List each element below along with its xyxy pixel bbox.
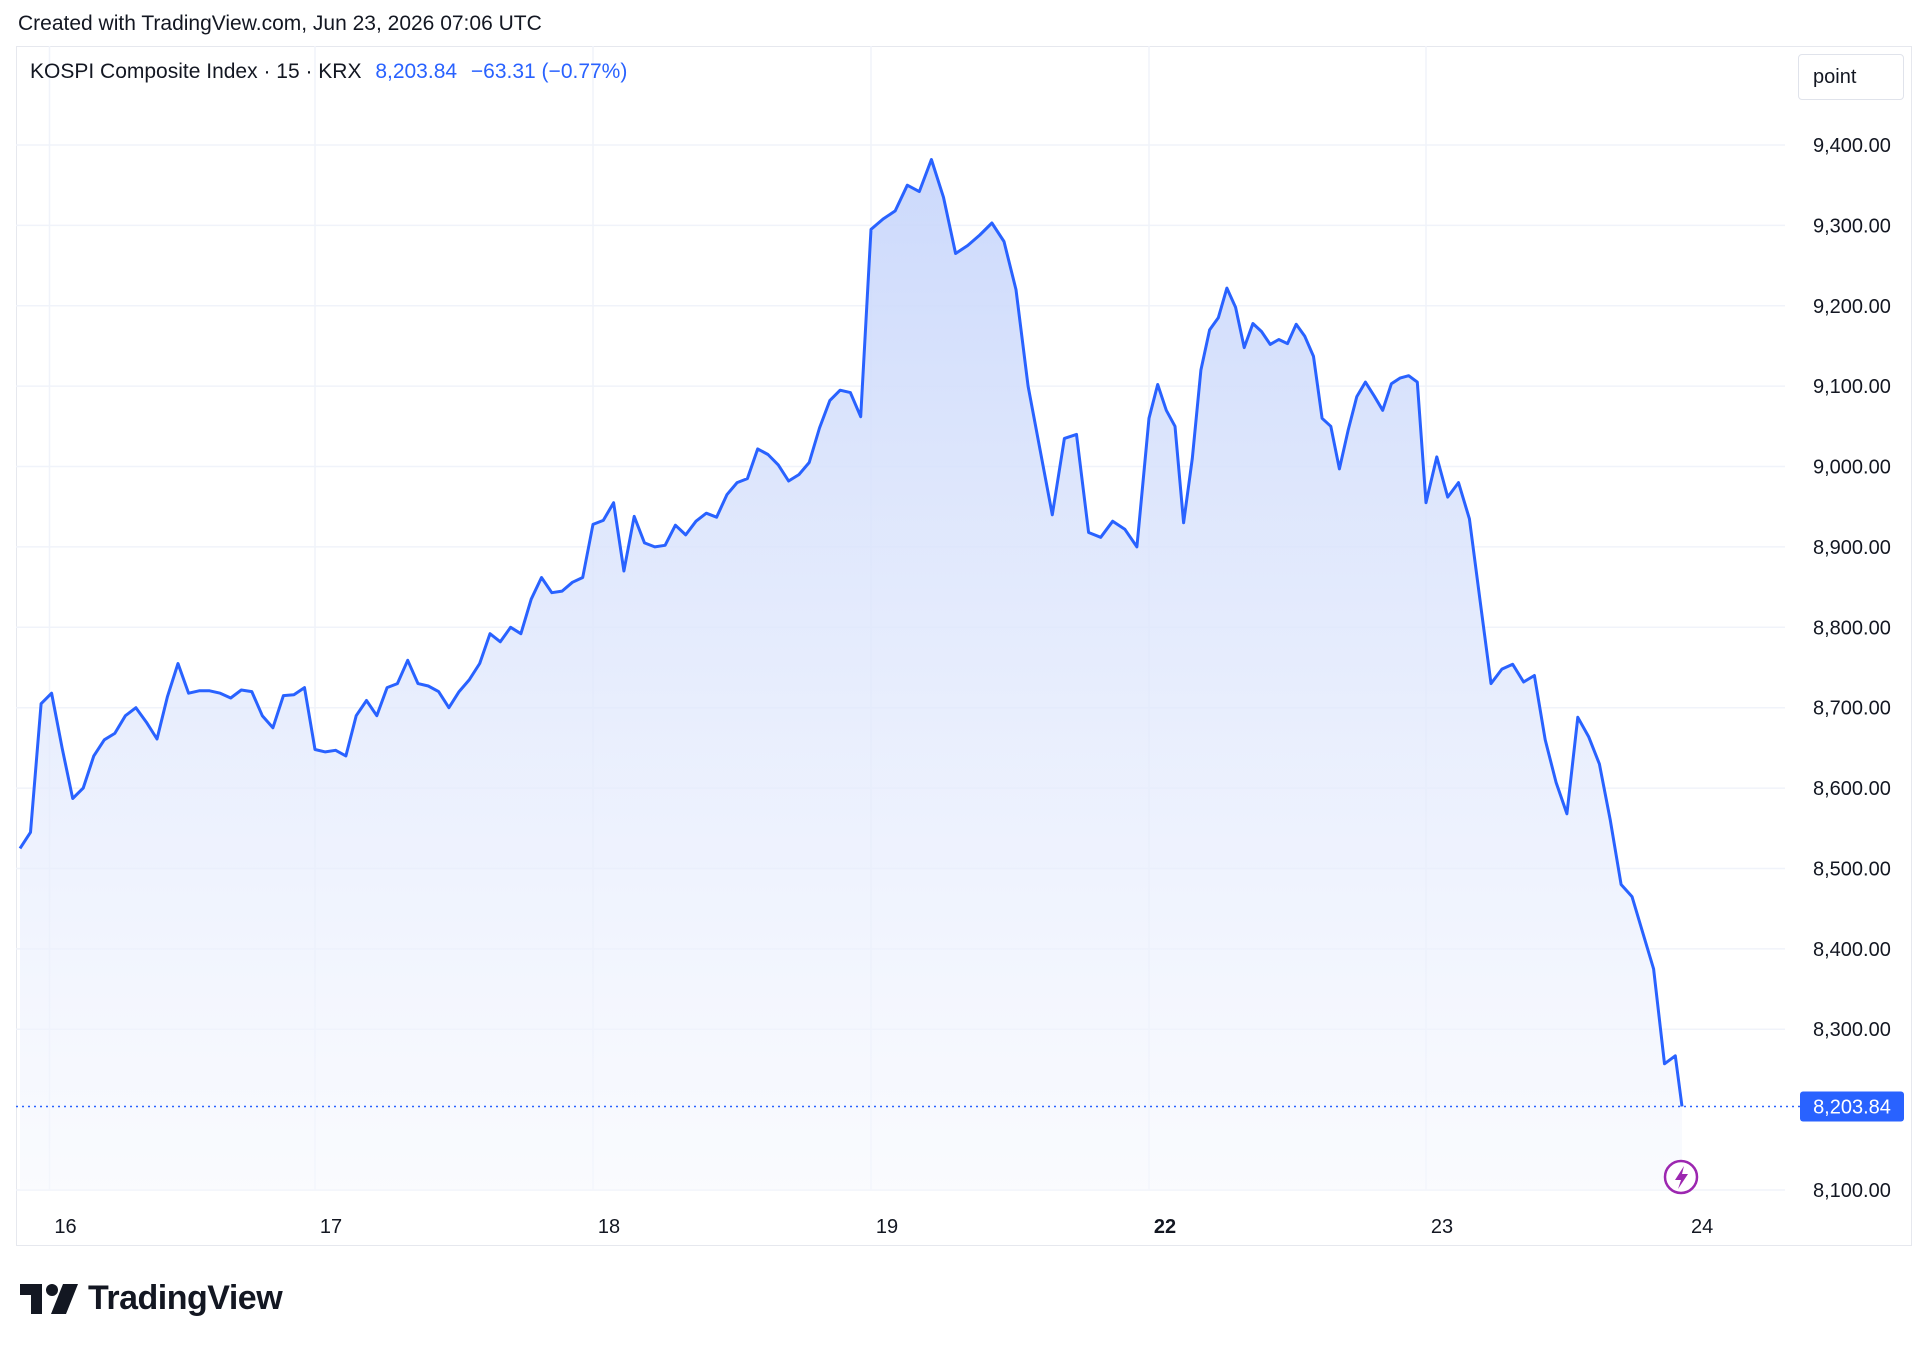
y-tick-label: 8,800.00 <box>1813 617 1891 639</box>
y-tick-label: 8,400.00 <box>1813 939 1891 961</box>
brand-name: TradingView <box>88 1279 283 1317</box>
price-scale-unit-button[interactable]: point <box>1798 54 1904 100</box>
y-tick-label: 9,000.00 <box>1813 457 1891 479</box>
created-note: Created with TradingView.com, Jun 23, 20… <box>18 12 542 35</box>
y-tick-label: 8,100.00 <box>1813 1180 1891 1202</box>
x-tick-label: 22 <box>1154 1216 1176 1238</box>
x-tick-label: 24 <box>1691 1216 1713 1238</box>
legend-change: −63.31 (−0.77%) <box>470 60 628 83</box>
x-tick-label: 16 <box>54 1216 76 1238</box>
price-line[interactable] <box>18 158 1684 1107</box>
price-area-fill <box>20 159 1682 1190</box>
y-tick-label: 9,200.00 <box>1813 296 1891 318</box>
chart-legend: KOSPI Composite Index · 15 · KRX 8,203.8… <box>30 60 627 84</box>
legend-symbol[interactable]: KOSPI Composite Index · 15 · KRX <box>30 60 362 83</box>
x-tick-label: 19 <box>876 1216 898 1238</box>
brand-logo: TradingView <box>20 1279 283 1318</box>
last-price-label: 8,203.84 <box>1813 1097 1891 1119</box>
y-tick-label: 8,300.00 <box>1813 1019 1891 1041</box>
y-tick-label: 8,600.00 <box>1813 778 1891 800</box>
y-tick-label: 8,900.00 <box>1813 537 1891 559</box>
y-tick-label: 9,100.00 <box>1813 376 1891 398</box>
legend-last-value: 8,203.84 <box>375 60 458 83</box>
x-tick-label: 17 <box>320 1216 342 1238</box>
last-price-tag <box>1800 1091 1904 1122</box>
y-tick-label: 8,700.00 <box>1813 698 1891 720</box>
lightning-bolt-icon <box>1675 1166 1688 1189</box>
y-tick-label: 8,500.00 <box>1813 858 1891 880</box>
y-tick-label: 9,300.00 <box>1813 215 1891 237</box>
x-tick-label: 18 <box>598 1216 620 1238</box>
x-tick-label: 23 <box>1431 1216 1453 1238</box>
y-tick-label: 9,400.00 <box>1813 135 1891 157</box>
chart-frame <box>16 46 1912 1246</box>
tradingview-logo-icon <box>20 1283 78 1314</box>
